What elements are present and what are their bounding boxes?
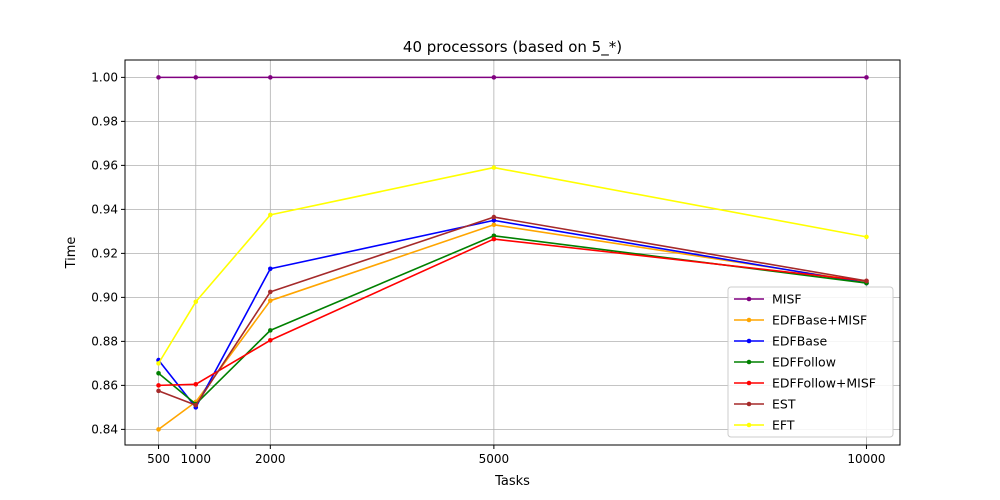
legend-label: EDFFollow+MISF: [772, 376, 876, 391]
data-point-eft: [268, 212, 273, 218]
data-point-edffollow: [268, 328, 273, 333]
legend-label: EST: [772, 397, 796, 412]
data-point-eft: [491, 165, 497, 170]
y-tick-label: 0.92: [91, 246, 118, 260]
y-tick-label: 0.84: [91, 422, 118, 436]
x-tick-label: 10000: [847, 452, 885, 466]
legend-marker: [746, 422, 752, 428]
legend-label: EFT: [772, 418, 795, 433]
legend-marker: [746, 359, 752, 365]
x-tick-label: 2000: [255, 452, 286, 466]
data-point-edfbase: [491, 218, 497, 223]
data-point-misf: [268, 75, 273, 80]
legend-marker: [746, 296, 752, 302]
legend-item-est: EST: [734, 397, 796, 412]
legend-marker: [746, 317, 752, 323]
data-point-eft: [156, 361, 161, 366]
legend-label: EDFBase+MISF: [772, 313, 867, 328]
data-point-edffollow-misf: [268, 337, 273, 343]
legend-label: MISF: [772, 292, 802, 307]
legend-label: EDFBase: [772, 334, 827, 349]
data-point-est: [156, 388, 161, 394]
legend-marker: [746, 380, 752, 386]
series-est: [156, 214, 869, 408]
data-point-edffollow: [491, 233, 497, 239]
x-tick-label: 1000: [181, 452, 212, 466]
legend-item-edffollow: EDFFollow: [734, 355, 836, 370]
x-axis-label: Tasks: [494, 474, 530, 489]
y-tick-label: 0.96: [91, 158, 118, 172]
data-point-edfbase-misf: [156, 427, 161, 432]
data-point-misf: [193, 75, 199, 80]
legend-item-edfbase-misf: EDFBase+MISF: [734, 313, 867, 328]
data-point-edfbase-misf: [491, 222, 497, 228]
data-point-edfbase-misf: [268, 298, 273, 303]
legend-item-eft: EFT: [734, 418, 795, 433]
y-tick-label: 0.88: [91, 334, 118, 348]
legend-item-edfbase: EDFBase: [734, 334, 827, 349]
x-tick-label: 500: [147, 452, 170, 466]
data-point-edffollow: [156, 370, 161, 376]
series-misf: [156, 75, 869, 80]
data-point-edffollow-misf: [193, 381, 199, 387]
y-tick-label: 0.94: [91, 202, 118, 216]
legend: MISF EDFBase+MISF EDFBase EDFFollow EDFFollo…: [727, 286, 894, 438]
legend-item-misf: MISF: [734, 292, 802, 307]
y-tick-label: 0.90: [91, 290, 118, 304]
data-point-est: [491, 214, 497, 220]
y-axis-label: Time: [64, 237, 79, 270]
data-point-est: [864, 278, 869, 284]
series-layer: [156, 75, 869, 432]
legend-item-edffollow-misf: EDFFollow+MISF: [734, 376, 876, 391]
y-tick-label: 0.86: [91, 378, 118, 392]
data-point-eft: [193, 299, 199, 305]
data-point-est: [193, 402, 199, 408]
y-tick-label: 1.00: [91, 70, 118, 84]
legend-frame: [727, 286, 894, 438]
y-axis-ticks: 0.84 0.86 0.88 0.90 0.92 0.94 0.96 0.98 1.00: [91, 70, 125, 436]
legend-marker: [746, 338, 752, 344]
data-point-edffollow-misf: [491, 236, 497, 242]
data-point-est: [268, 289, 273, 295]
data-point-edfbase: [268, 266, 273, 272]
data-point-eft: [864, 234, 869, 240]
series-eft: [156, 165, 869, 366]
legend-items: MISF EDFBase+MISF EDFBase EDFFollow EDFFollo…: [734, 292, 876, 433]
legend-label: EDFFollow: [772, 355, 836, 370]
x-axis-ticks: 500 1000 2000 5000 10000: [147, 445, 886, 466]
chart-title: 40 processors (based on 5_*): [403, 38, 622, 57]
data-point-edffollow-misf: [156, 383, 161, 388]
data-point-misf: [156, 75, 161, 80]
legend-marker: [746, 401, 752, 407]
data-point-misf: [491, 75, 497, 80]
plot-frame: [124, 59, 901, 446]
y-tick-label: 0.98: [91, 114, 118, 128]
data-point-misf: [864, 75, 869, 80]
x-tick-label: 5000: [479, 452, 510, 466]
